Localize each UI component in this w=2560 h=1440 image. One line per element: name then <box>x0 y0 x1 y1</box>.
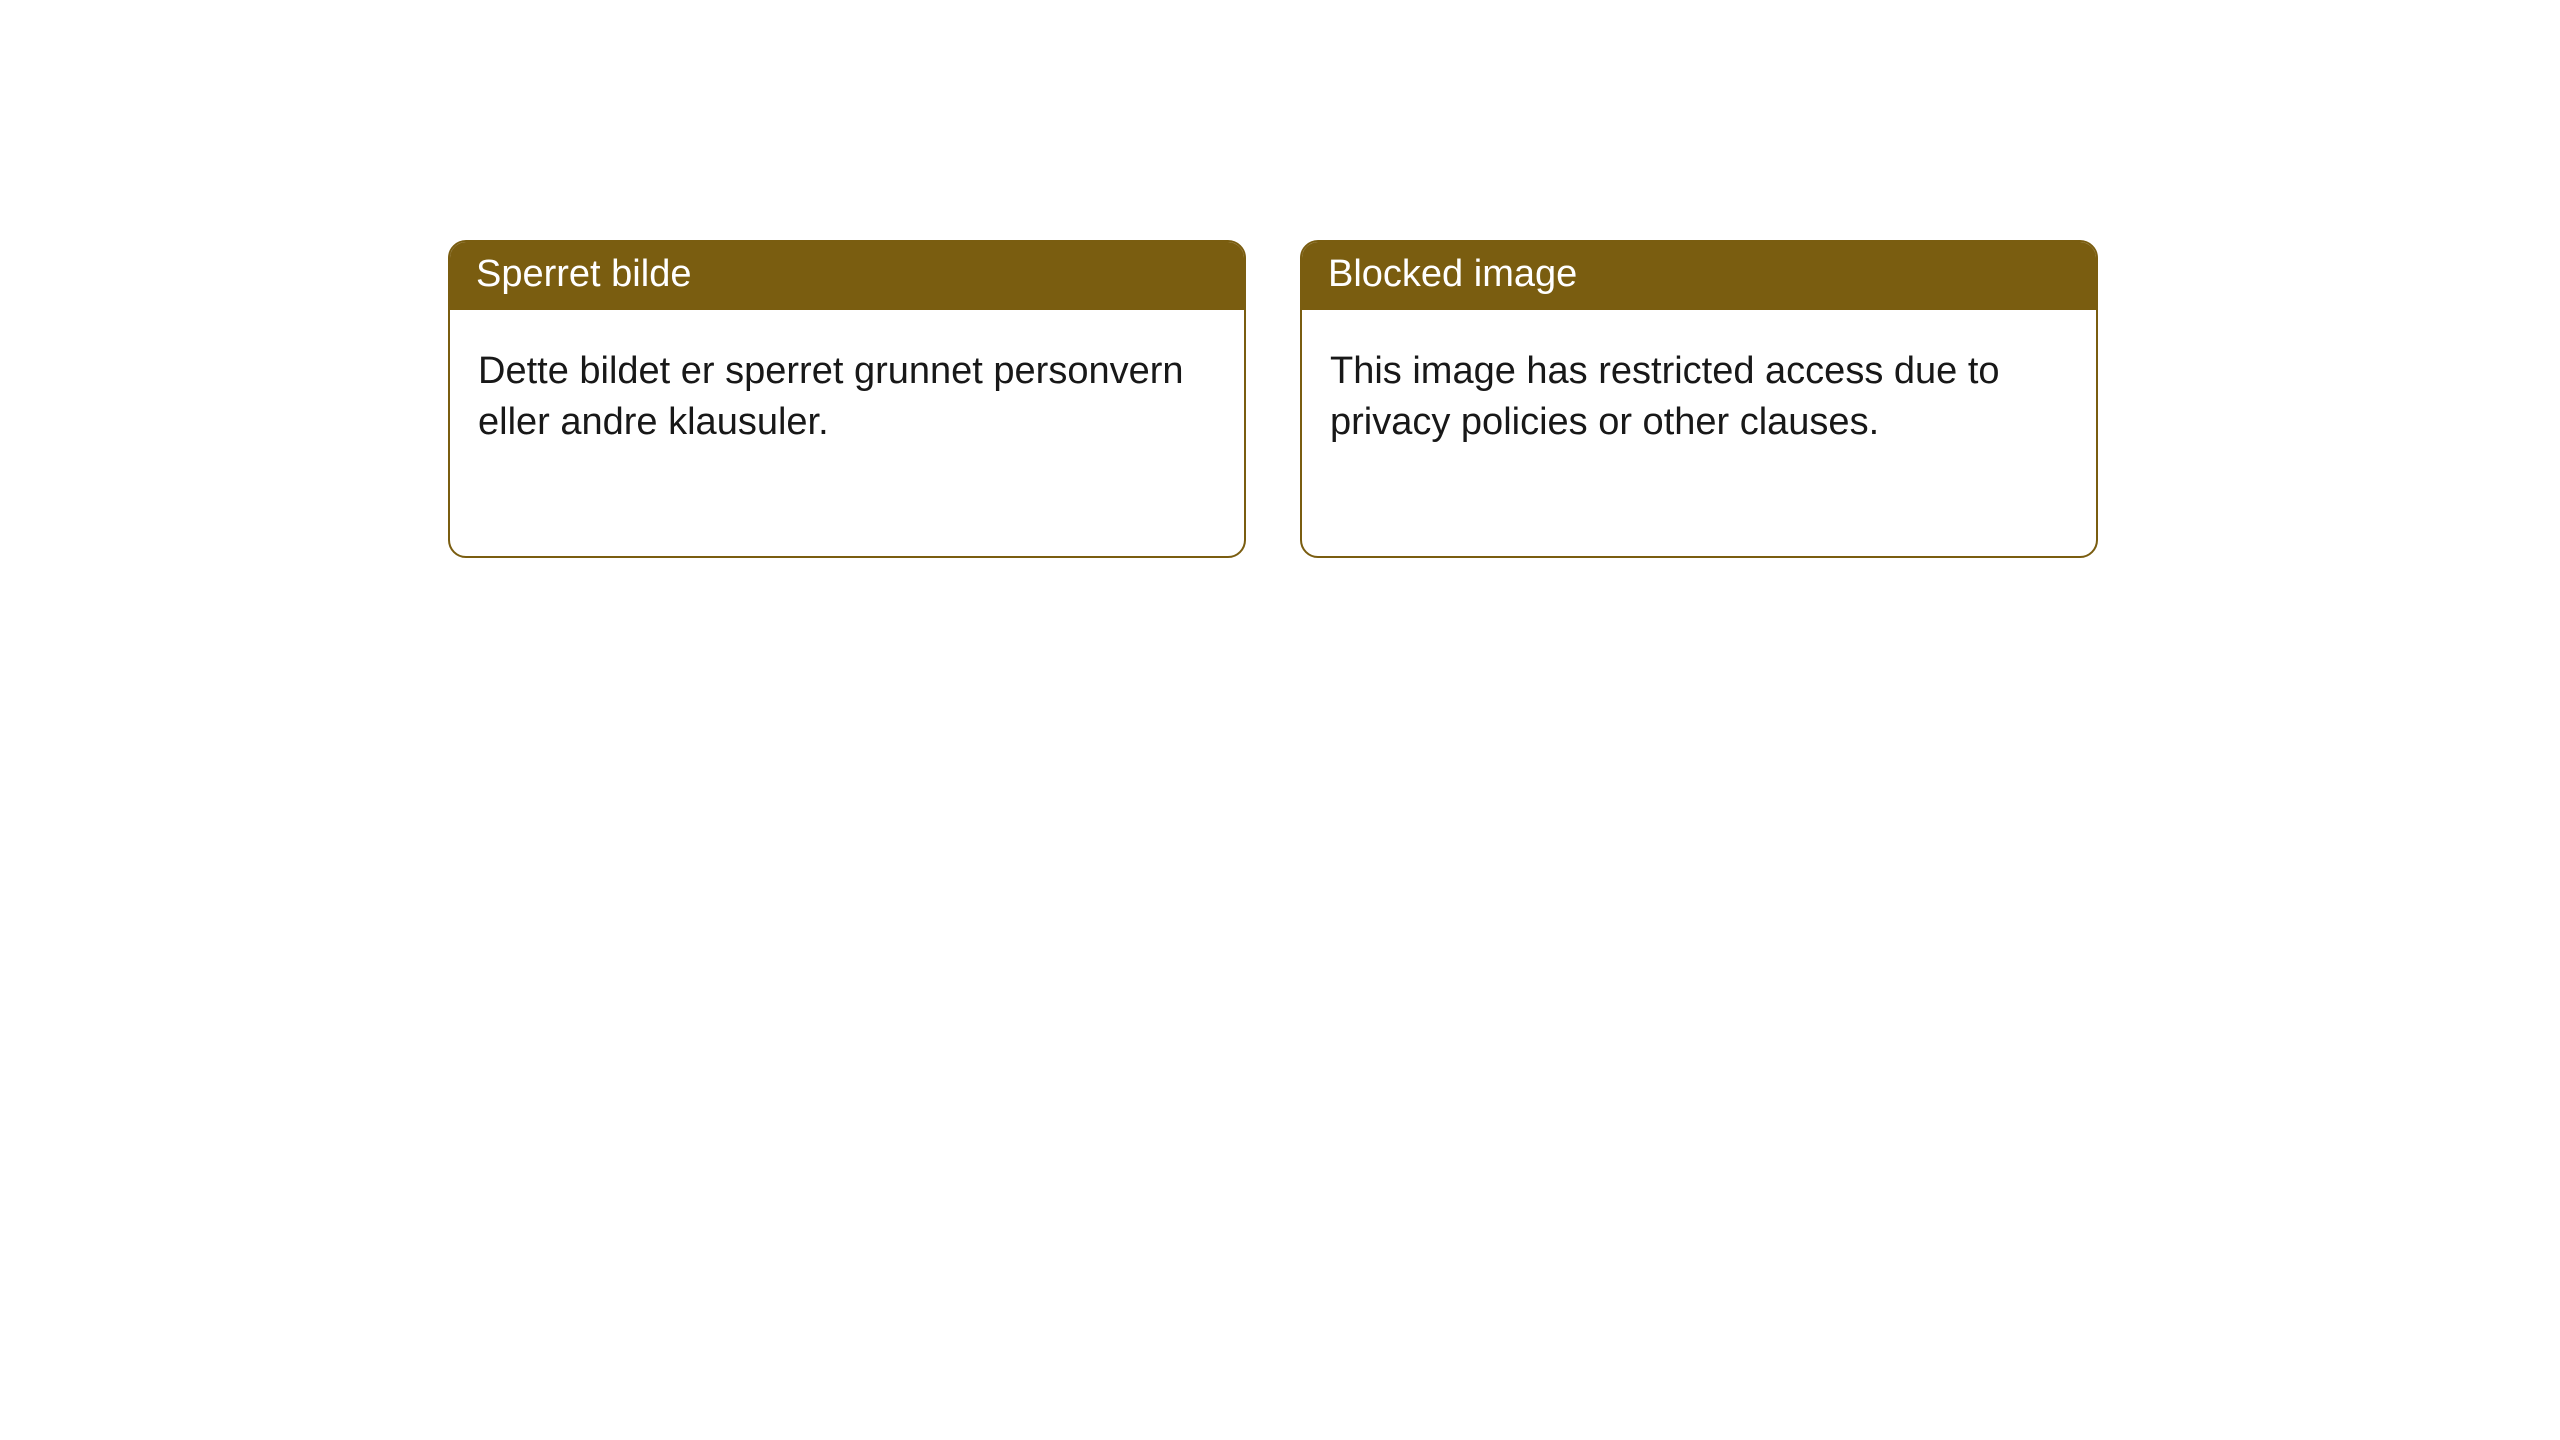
notice-body-en: This image has restricted access due to … <box>1302 310 2096 556</box>
notice-title-no: Sperret bilde <box>450 242 1244 310</box>
notice-card-no: Sperret bilde Dette bildet er sperret gr… <box>448 240 1246 558</box>
notice-card-en: Blocked image This image has restricted … <box>1300 240 2098 558</box>
notice-body-no: Dette bildet er sperret grunnet personve… <box>450 310 1244 556</box>
notice-title-en: Blocked image <box>1302 242 2096 310</box>
notice-container: Sperret bilde Dette bildet er sperret gr… <box>448 240 2098 558</box>
